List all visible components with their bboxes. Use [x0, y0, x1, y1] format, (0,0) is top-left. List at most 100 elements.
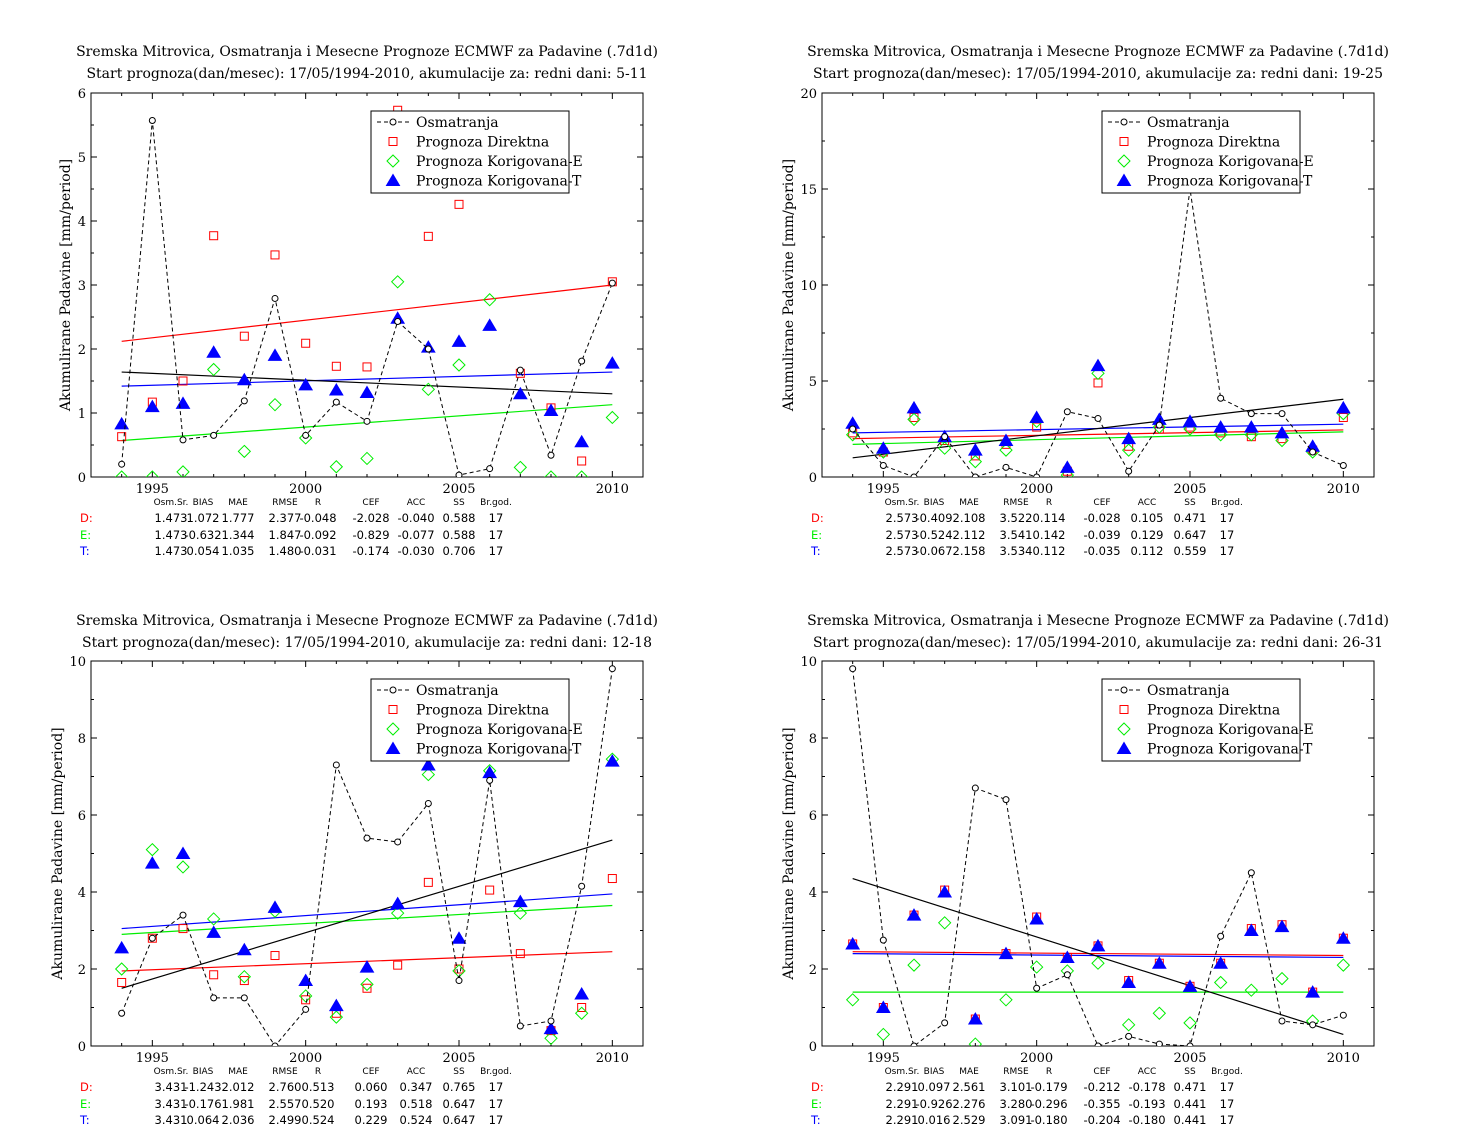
stats-value: -0.028 [1083, 511, 1120, 525]
data-point-korigovana-t [206, 345, 222, 358]
legend-label: Prognoza Korigovana-E [416, 722, 583, 738]
data-point-osmatranja [179, 436, 187, 444]
data-point-korigovana-e [937, 441, 952, 455]
stats-row-label: E: [80, 1097, 91, 1111]
data-point-osmatranja [941, 433, 949, 441]
stats-value: 0.105 [1131, 511, 1164, 525]
stats-value: -0.204 [1083, 1113, 1120, 1127]
stats-header: MAE [228, 1067, 248, 1077]
stats-header: SS [1184, 498, 1196, 508]
data-point-direktna [117, 977, 127, 987]
stats-value: -0.409 [915, 511, 952, 525]
trend-line-corr_t [121, 371, 613, 387]
data-point-osmatranja [1217, 394, 1225, 402]
x-tick-label: 2000 [289, 482, 322, 497]
y-axis-label: Akumulirane Padavine [mm/period] [781, 727, 797, 980]
stats-value: 2.573 [886, 511, 919, 525]
data-point-korigovana-t [267, 348, 283, 361]
data-point-osmatranja [1155, 1040, 1163, 1046]
data-point-osmatranja [578, 882, 586, 890]
x-tick-label: 1995 [136, 482, 169, 497]
legend-label: Osmatranja [416, 115, 499, 131]
data-point-osmatranja [879, 936, 887, 944]
data-point-osmatranja [1217, 932, 1225, 940]
data-point-osmatranja [302, 1005, 310, 1013]
data-point-korigovana-t [1090, 358, 1106, 372]
data-point-korigovana-e [574, 470, 589, 477]
y-tick-label: 8 [809, 732, 817, 747]
y-tick-label: 8 [78, 732, 86, 747]
data-point-osmatranja [1033, 984, 1041, 992]
data-point-korigovana-e [206, 362, 221, 377]
stats-header: Br.god. [480, 498, 512, 508]
x-tick-label: 2005 [1173, 1051, 1206, 1066]
stats-header: Osm.Sr. [154, 1067, 189, 1077]
data-point-korigovana-t [385, 741, 401, 754]
data-point-osmatranja [1309, 1021, 1317, 1029]
data-point-korigovana-t [1182, 414, 1198, 427]
data-point-korigovana-t [574, 987, 590, 1000]
y-tick-label: 0 [78, 1040, 86, 1055]
data-point-direktna [515, 949, 525, 959]
data-point-korigovana-e [176, 860, 190, 874]
data-point-osmatranja [1339, 461, 1347, 469]
stats-value: 2.112 [953, 528, 986, 542]
stats-value: 2.529 [953, 1113, 986, 1127]
data-point-korigovana-e [360, 451, 374, 466]
stats-value: -0.178 [1128, 1080, 1165, 1094]
stats-header: SS [453, 498, 465, 508]
data-point-direktna [607, 874, 617, 884]
stats-row-label: D: [811, 511, 824, 525]
stats-value: -0.212 [1083, 1080, 1120, 1094]
chart-subtitle: Start prognoza(dan/mesec): 17/05/1994-20… [813, 66, 1383, 82]
data-point-direktna [423, 231, 433, 241]
data-point-korigovana-e [1060, 468, 1075, 477]
data-point-direktna [362, 362, 372, 372]
y-tick-label: 6 [78, 809, 86, 824]
x-tick-label: 2005 [1173, 482, 1206, 497]
chart-title: Sremska Mitrovica, Osmatranja i Mesecne … [76, 613, 658, 629]
data-point-korigovana-t [1243, 923, 1259, 936]
data-point-osmatranja [271, 1042, 279, 1046]
stats-value: 0.441 [1174, 1113, 1207, 1127]
data-point-korigovana-e [1117, 722, 1131, 736]
stats-value: 0.706 [443, 544, 476, 558]
stats-header: R [1046, 498, 1052, 508]
stats-header: CEF [362, 498, 379, 508]
stats-row-label: T: [810, 544, 821, 558]
stats-row-label: D: [811, 1080, 824, 1094]
stats-value: 0.129 [1131, 528, 1164, 542]
stats-value: -0.180 [1128, 1113, 1165, 1127]
data-point-korigovana-e [1091, 366, 1105, 381]
plot-area [114, 105, 620, 477]
data-point-korigovana-t [420, 757, 436, 771]
data-point-korigovana-t [1029, 911, 1045, 925]
data-point-direktna [454, 199, 464, 209]
data-point-direktna [301, 338, 311, 348]
stats-value: 0.588 [443, 511, 476, 525]
data-point-osmatranja [389, 686, 397, 694]
y-tick-label: 4 [809, 886, 817, 901]
stats-value: 1.072 [187, 511, 220, 525]
data-point-korigovana-t [1243, 420, 1259, 433]
legend-label: Prognoza Korigovana-T [1147, 174, 1313, 190]
stats-header: RMSE [1003, 1067, 1029, 1077]
stats-value: 17 [1220, 544, 1235, 558]
stats-value: 0.588 [443, 528, 476, 542]
chart-panel-4: Sremska Mitrovica, Osmatranja i Mesecne … [781, 613, 1389, 1127]
stats-value: 17 [1220, 511, 1235, 525]
data-point-direktna [301, 995, 311, 1005]
stats-value: 0.347 [400, 1080, 433, 1094]
data-point-korigovana-e [114, 962, 129, 976]
data-point-osmatranja [1309, 448, 1317, 456]
stats-row-label: D: [80, 1080, 93, 1094]
stats-value: 2.760 [269, 1080, 302, 1094]
data-point-korigovana-e [574, 1006, 589, 1020]
stats-value: 2.377 [269, 511, 302, 525]
y-tick-label: 0 [809, 1040, 817, 1055]
data-point-korigovana-e [386, 722, 400, 736]
legend-label: Prognoza Korigovana-T [1147, 742, 1313, 758]
data-point-korigovana-e [1121, 1018, 1136, 1032]
stats-header: CEF [1093, 498, 1110, 508]
data-point-korigovana-e [298, 431, 313, 445]
